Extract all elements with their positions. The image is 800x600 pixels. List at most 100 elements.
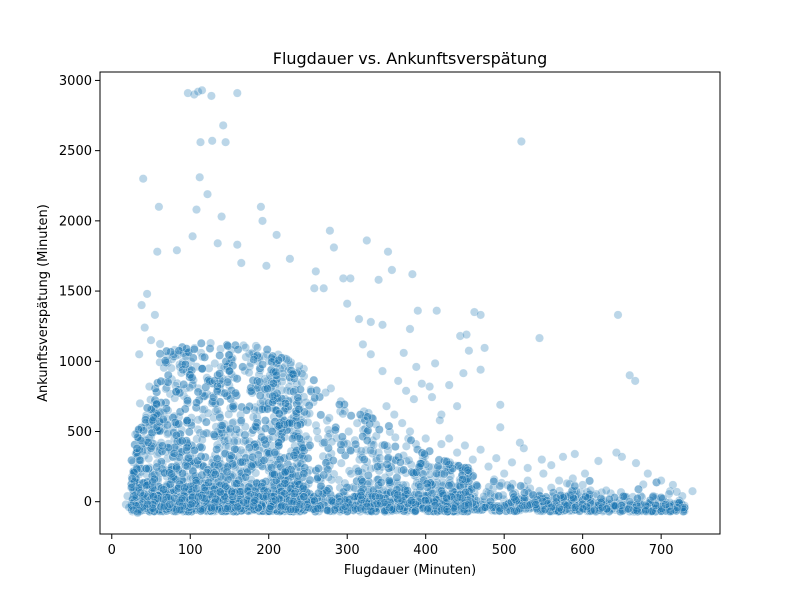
- data-point: [330, 425, 340, 435]
- data-point: [217, 421, 227, 431]
- data-point: [401, 468, 411, 478]
- data-point: [346, 411, 356, 421]
- data-point: [480, 502, 490, 512]
- data-point: [182, 344, 191, 354]
- data-point: [201, 382, 211, 392]
- data-point: [241, 352, 251, 362]
- data-point: [204, 478, 214, 488]
- data-point: [494, 491, 504, 501]
- data-point: [457, 475, 467, 484]
- data-point: [336, 458, 346, 468]
- data-point: [314, 488, 323, 498]
- data-point: [224, 409, 234, 419]
- data-point: [228, 402, 238, 411]
- data-point: [183, 396, 192, 406]
- data-point: [212, 444, 222, 454]
- data-point: [189, 344, 199, 354]
- data-point: [390, 432, 400, 442]
- data-point: [434, 455, 444, 465]
- data-point: [340, 502, 350, 512]
- data-point: [303, 417, 313, 427]
- data-point: [155, 339, 165, 349]
- data-point: [212, 454, 222, 464]
- data-point: [274, 438, 284, 448]
- data-point: [294, 404, 304, 414]
- points-layer: [121, 85, 697, 518]
- data-point: [451, 461, 461, 471]
- data-point: [363, 470, 373, 480]
- data-point: [310, 393, 320, 403]
- data-point: [352, 418, 362, 428]
- data-point: [338, 409, 348, 419]
- data-point: [215, 412, 225, 422]
- data-point: [390, 442, 400, 452]
- data-point: [312, 386, 322, 395]
- data-point: [569, 494, 579, 503]
- data-point: [305, 440, 315, 450]
- data-point: [520, 488, 529, 498]
- data-point: [439, 469, 449, 479]
- data-point: [193, 387, 203, 397]
- plot-area: [99, 71, 721, 535]
- data-point: [392, 473, 402, 483]
- data-point: [444, 481, 454, 490]
- data-point: [321, 388, 331, 398]
- data-point: [461, 487, 471, 497]
- data-point: [152, 462, 162, 472]
- data-point: [280, 479, 290, 488]
- data-point: [192, 398, 202, 408]
- data-point: [489, 476, 499, 486]
- data-point: [651, 500, 661, 510]
- data-point: [260, 416, 270, 426]
- data-point: [634, 484, 643, 494]
- data-point: [319, 438, 329, 447]
- data-point: [205, 344, 215, 353]
- data-point: [236, 416, 246, 426]
- data-point: [220, 388, 230, 398]
- data-point: [155, 349, 165, 359]
- data-point: [312, 426, 322, 436]
- data-point: [252, 412, 262, 422]
- data-point: [472, 480, 482, 490]
- data-point: [232, 479, 242, 489]
- data-point: [132, 443, 142, 453]
- data-point: [197, 470, 207, 480]
- data-point: [252, 343, 262, 353]
- data-point: [233, 345, 243, 354]
- data-point: [201, 417, 211, 427]
- data-point: [286, 465, 296, 475]
- data-point: [262, 345, 272, 355]
- data-point: [353, 466, 363, 476]
- data-point: [380, 440, 389, 450]
- data-point: [303, 453, 313, 463]
- data-point: [411, 439, 421, 449]
- data-point: [209, 430, 219, 440]
- data-point: [182, 416, 192, 426]
- data-point: [275, 455, 285, 465]
- data-point: [170, 417, 180, 427]
- data-point: [232, 374, 242, 384]
- data-point: [240, 430, 250, 440]
- data-point: [224, 350, 234, 360]
- data-point: [366, 445, 375, 455]
- data-point: [258, 360, 267, 370]
- data-point: [255, 391, 265, 401]
- data-point: [336, 440, 346, 449]
- data-point: [182, 461, 192, 471]
- data-point: [337, 432, 347, 442]
- data-point: [236, 457, 246, 467]
- data-point: [384, 476, 394, 486]
- data-point: [362, 436, 372, 445]
- data-point: [160, 356, 170, 366]
- data-point: [633, 494, 642, 503]
- data-point: [188, 353, 198, 363]
- data-point: [365, 478, 375, 488]
- data-point: [246, 386, 256, 396]
- data-point: [268, 391, 278, 401]
- data-point: [399, 465, 409, 475]
- data-point: [196, 338, 206, 348]
- data-point: [309, 375, 319, 385]
- data-point: [179, 380, 189, 389]
- data-point: [342, 482, 352, 492]
